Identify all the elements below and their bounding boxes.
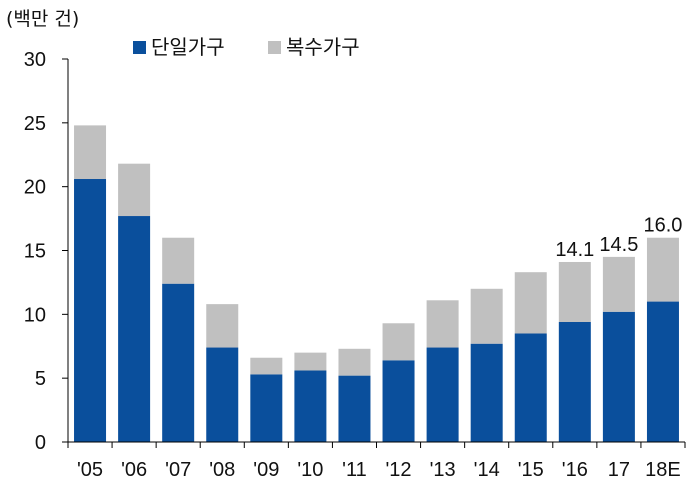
y-tick-label: 25: [24, 113, 46, 135]
y-tick-label: 0: [35, 432, 46, 454]
bar-multi-household: [294, 352, 327, 371]
data-labels: 14.1 14.516.0: [555, 215, 682, 261]
bar-single-household: [294, 370, 327, 442]
bar-single-household: [118, 216, 151, 442]
y-tick-label: 20: [24, 177, 46, 199]
bar-single-household: [470, 343, 503, 442]
bar-multi-household: [514, 272, 547, 334]
legend-label: 단일가구: [151, 35, 225, 59]
x-tick-label: '07: [165, 459, 191, 481]
x-tick-label: '11: [342, 459, 367, 481]
bar-multi-household: [426, 300, 459, 348]
x-tick-label: 17: [608, 459, 630, 481]
legend-swatch-single: [133, 41, 146, 54]
y-tick-label: 15: [24, 241, 46, 263]
x-tick-label: 18E: [645, 459, 681, 481]
bar-single-household: [162, 283, 195, 442]
data-label: 16.0: [643, 215, 682, 237]
bar-single-household: [426, 347, 459, 442]
bar-multi-household: [558, 261, 591, 322]
x-tick-label: '06: [121, 459, 147, 481]
bar-single-household: [382, 360, 415, 442]
bar-multi-household: [206, 304, 239, 348]
bar-single-household: [514, 333, 547, 442]
bar-single-household: [250, 374, 283, 442]
x-tick-label: '09: [253, 459, 279, 481]
x-tick-label: '15: [518, 459, 544, 481]
bar-single-household: [602, 311, 635, 442]
bar-multi-household: [338, 348, 371, 376]
bar-multi-household: [470, 288, 503, 344]
x-tick-label: '12: [385, 459, 411, 481]
bar-single-household: [646, 301, 679, 442]
bar-multi-household: [250, 357, 283, 375]
x-tick-label: '08: [209, 459, 235, 481]
bar-single-household: [74, 179, 107, 443]
y-tick-label: 30: [24, 49, 46, 71]
y-tick-label: 5: [35, 368, 46, 390]
bar-multi-household: [118, 163, 151, 217]
bar-single-household: [558, 321, 591, 442]
bar-multi-household: [162, 237, 195, 284]
axes: 0 5 10 15 20 25 30 '05 '06 '07 '08 '09 '10 '11 '12 '13 '…: [24, 49, 686, 481]
bar-single-household: [206, 347, 239, 442]
data-label: 14.1: [555, 239, 594, 261]
legend-label: 복수가구: [286, 35, 360, 59]
data-label: 14.5: [599, 234, 638, 256]
bar-multi-household: [602, 256, 635, 312]
x-tick-label: '05: [77, 459, 103, 481]
bars: [74, 125, 679, 443]
bar-single-household: [338, 375, 371, 442]
x-tick-label: '13: [430, 459, 456, 481]
bar-multi-household: [646, 237, 679, 302]
y-unit-label: (백만 건): [6, 8, 80, 30]
x-tick-label: '10: [297, 459, 323, 481]
legend-swatch-multi: [268, 41, 281, 54]
legend: 단일가구 복수가구: [133, 35, 360, 59]
y-tick-label: 10: [24, 304, 46, 326]
x-tick-label: '16: [562, 459, 588, 481]
bar-multi-household: [382, 323, 415, 361]
x-tick-label: '14: [474, 459, 500, 481]
bar-multi-household: [74, 125, 107, 180]
